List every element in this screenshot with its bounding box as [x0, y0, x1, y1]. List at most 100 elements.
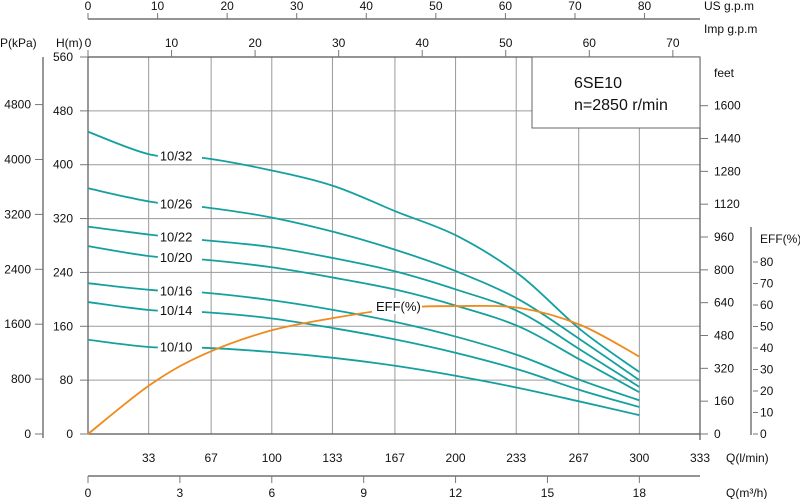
feet-axis-tick-label: 320 — [714, 361, 734, 375]
h-axis-tick-label: 480 — [53, 104, 73, 118]
q-lmin-tick-label: 333 — [690, 451, 710, 465]
q-m3h-axis-title: Q(m³/h) — [726, 486, 767, 499]
q-m3h-tick-label: 18 — [633, 486, 647, 499]
kpa-axis-tick-label: 4800 — [4, 98, 31, 112]
imp-gpm-tick-label: 50 — [499, 36, 513, 50]
feet-axis-title: feet — [714, 66, 735, 80]
q-lmin-tick-label: 200 — [446, 451, 466, 465]
h-axis-tick-label: 400 — [53, 158, 73, 172]
curve-label-10-32: 10/32 — [160, 148, 193, 163]
imp-gpm-tick-label: 0 — [85, 36, 92, 50]
grid — [88, 57, 700, 434]
curve-label-10-22: 10/22 — [160, 229, 193, 244]
q-m3h-tick-label: 15 — [541, 486, 555, 499]
eff-axis-tick-label: 60 — [760, 298, 774, 312]
eff-axis-tick-label: 20 — [760, 384, 774, 398]
curve-label-10-14: 10/14 — [160, 303, 193, 318]
curve-label-gap — [157, 338, 202, 353]
q-m3h-tick-label: 6 — [268, 486, 275, 499]
curve-label-10-20: 10/20 — [160, 250, 193, 265]
imp-gpm-tick-label: 70 — [666, 36, 680, 50]
curve-label-gap — [157, 282, 202, 297]
curve-label-gap — [157, 228, 202, 243]
kpa-axis-title: P(kPa) — [0, 36, 37, 50]
q-lmin-tick-label: 300 — [629, 451, 649, 465]
imp-gpm-tick-label: 60 — [583, 36, 597, 50]
us-gpm-tick-label: 40 — [360, 0, 374, 13]
us-gpm-tick-label: 0 — [85, 0, 92, 13]
eff-axis-tick-label: 50 — [760, 320, 774, 334]
kpa-axis-tick-label: 0 — [24, 427, 31, 441]
kpa-axis-tick-label: 4000 — [4, 152, 31, 166]
eff-axis-title: EFF(%) — [760, 232, 800, 246]
eff-axis-tick-label: 30 — [760, 363, 774, 377]
feet-axis-tick-label: 0 — [714, 427, 721, 441]
h-axis-tick-label: 320 — [53, 212, 73, 226]
info-box-frame — [531, 56, 701, 129]
info-box: 6SE10 n=2850 r/min — [531, 56, 701, 129]
kpa-axis-tick-label: 3200 — [4, 207, 31, 221]
q-lmin-tick-label: 267 — [569, 451, 589, 465]
efficiency-curve-label: EFF(%) — [376, 299, 421, 314]
q-lmin-tick-label: 100 — [262, 451, 282, 465]
h-axis-title: H(m) — [56, 36, 83, 50]
feet-axis-tick-label: 800 — [714, 263, 734, 277]
h-axis-tick-label: 240 — [53, 265, 73, 279]
model-label: 6SE10 — [574, 75, 622, 92]
us-gpm-tick-label: 30 — [290, 0, 304, 13]
q-lmin-axis-title: Q(l/min) — [726, 451, 769, 465]
h-axis-tick-label: 160 — [53, 319, 73, 333]
eff-axis-tick-label: 10 — [760, 406, 774, 420]
feet-axis-tick-label: 640 — [714, 296, 734, 310]
curve-label-10-10: 10/10 — [160, 339, 193, 354]
kpa-axis-tick-label: 2400 — [4, 262, 31, 276]
feet-axis-tick-label: 1280 — [714, 164, 741, 178]
curve-label-gap — [157, 248, 202, 263]
us-gpm-tick-label: 50 — [429, 0, 443, 13]
q-m3h-tick-label: 0 — [85, 486, 92, 499]
q-lmin-tick-label: 233 — [506, 451, 526, 465]
h-axis-tick-label: 0 — [66, 427, 73, 441]
feet-axis-tick-label: 160 — [714, 394, 734, 408]
us-gpm-tick-label: 70 — [568, 0, 582, 13]
curves: 10/32 10/26 10/22 10/20 10/16 10/14 10/10 EFF(%… — [87, 130, 640, 435]
curve-label-10-26: 10/26 — [160, 196, 193, 211]
us-gpm-tick-label: 20 — [220, 0, 234, 13]
feet-axis-tick-label: 1600 — [714, 99, 741, 113]
eff-axis-tick-label: 40 — [760, 341, 774, 355]
eff-axis-tick-label: 80 — [760, 255, 774, 269]
speed-label: n=2850 r/min — [574, 97, 668, 114]
eff-axis-tick-label: 0 — [760, 427, 767, 441]
us-gpm-tick-label: 80 — [638, 0, 652, 13]
efficiency-curve — [87, 304, 640, 435]
q-m3h-tick-label: 3 — [177, 486, 184, 499]
curve-label-gap — [157, 147, 202, 162]
feet-axis-tick-label: 960 — [714, 230, 734, 244]
imp-gpm-tick-label: 40 — [416, 36, 430, 50]
imp-gpm-tick-label: 20 — [248, 36, 262, 50]
q-m3h-tick-label: 9 — [360, 486, 367, 499]
eff-axis-tick-label: 70 — [760, 277, 774, 291]
q-m3h-tick-label: 12 — [449, 486, 463, 499]
h-axis-tick-label: 560 — [53, 50, 73, 64]
imp-gpm-axis-title: Imp g.p.m — [704, 22, 757, 36]
curve-label-gap — [157, 195, 202, 210]
q-lmin-tick-label: 167 — [385, 451, 405, 465]
feet-axis-tick-label: 1120 — [714, 197, 740, 211]
kpa-axis-tick-label: 800 — [11, 372, 31, 386]
curve-label-10-16: 10/16 — [160, 283, 193, 298]
q-lmin-tick-label: 133 — [322, 451, 342, 465]
imp-gpm-tick-label: 10 — [165, 36, 179, 50]
imp-gpm-tick-label: 30 — [332, 36, 346, 50]
kpa-axis-tick-label: 1600 — [4, 317, 31, 331]
feet-axis-tick-label: 480 — [714, 329, 734, 343]
q-lmin-tick-label: 67 — [204, 451, 218, 465]
us-gpm-tick-label: 10 — [151, 0, 165, 13]
curve-label-gap — [157, 302, 202, 317]
us-gpm-axis-title: US g.p.m — [704, 0, 754, 13]
us-gpm-tick-label: 60 — [499, 0, 513, 13]
q-lmin-tick-label: 33 — [142, 451, 156, 465]
eff-label-gap — [372, 298, 422, 314]
